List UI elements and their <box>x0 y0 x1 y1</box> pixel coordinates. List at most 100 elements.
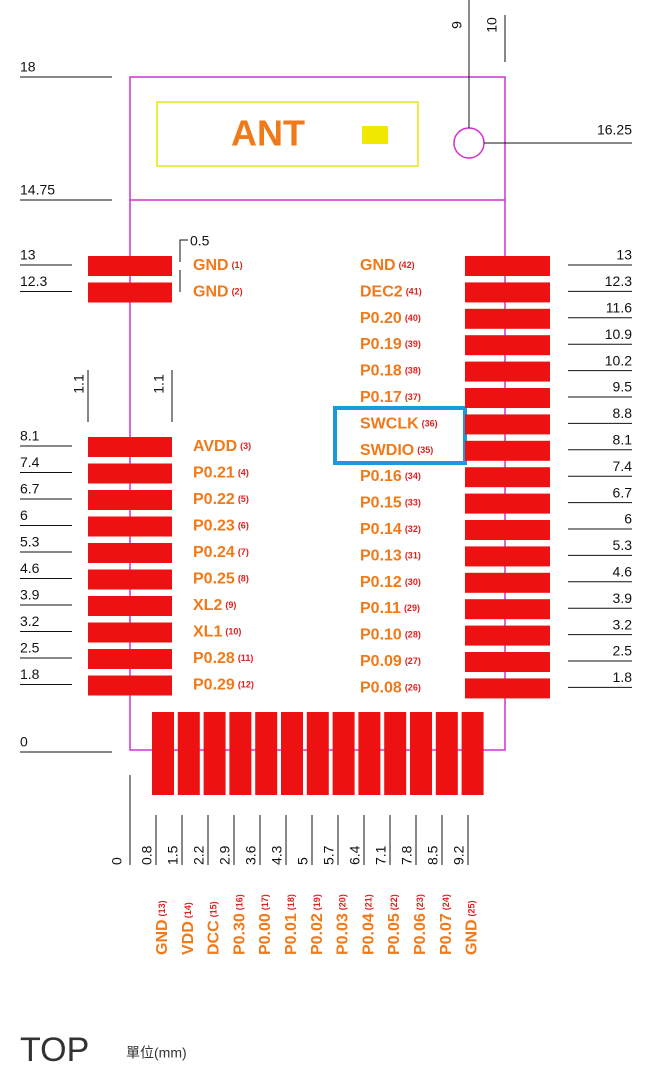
pin-name: P0.20 <box>360 310 402 327</box>
pin-number: (24) <box>441 894 451 910</box>
pin-name: VDD <box>180 921 197 955</box>
pin-number: (12) <box>238 680 254 690</box>
pin-number: (17) <box>261 894 271 910</box>
pin-number: (33) <box>405 498 421 508</box>
pad <box>465 440 550 461</box>
pin-number: (5) <box>238 494 249 504</box>
pad <box>465 572 550 593</box>
dim-label: 12.3 <box>605 273 632 289</box>
dim-label: 2.5 <box>613 643 633 659</box>
pin-name: GND <box>360 257 396 274</box>
pad <box>435 712 458 795</box>
pin-label: GND (2) <box>193 284 243 301</box>
pad <box>465 308 550 329</box>
pin-number: (6) <box>238 521 249 531</box>
pad <box>88 256 172 276</box>
pin-number: (18) <box>286 894 296 910</box>
pin-label: GND (13) <box>154 900 171 955</box>
dim-label: 8.1 <box>20 428 40 444</box>
pin-number: (26) <box>405 683 421 693</box>
module-outline <box>129 76 506 751</box>
dim-label: 8.1 <box>613 432 633 448</box>
pin-number: (25) <box>467 900 477 916</box>
pad <box>88 437 172 457</box>
pad <box>465 361 550 382</box>
pad <box>384 712 407 795</box>
pin-number: (10) <box>225 627 241 637</box>
pin-number: (38) <box>405 366 421 376</box>
pin-label: P0.03 (20) <box>335 894 352 955</box>
pin-label: P0.21 (4) <box>193 465 249 482</box>
pin-name: XL2 <box>193 597 222 614</box>
pin-label: P0.09 (27) <box>360 653 421 670</box>
pin-name: P0.07 <box>438 913 455 955</box>
pad <box>88 596 172 616</box>
pad <box>152 712 174 795</box>
antenna-area <box>156 101 419 167</box>
pin-name: P0.30 <box>232 913 249 955</box>
pad-dim: 1.1 <box>71 374 87 394</box>
pad <box>88 516 172 537</box>
pin-label: P0.15 (33) <box>360 495 421 512</box>
gap-dim: 0.5 <box>190 233 210 249</box>
pad <box>465 599 550 620</box>
pin-label: P0.06 (23) <box>412 894 429 955</box>
pin-label: GND (42) <box>360 257 415 274</box>
pad <box>465 414 550 435</box>
pin-label: P0.12 (30) <box>360 574 421 591</box>
dim-label: 3.9 <box>613 590 633 606</box>
pad <box>306 712 329 795</box>
pin-name: SWCLK <box>360 416 419 433</box>
pin-label: P0.29 (12) <box>193 677 254 694</box>
dim-label: 4.3 <box>269 845 285 865</box>
pin-label: P0.23 (6) <box>193 518 249 535</box>
pin-label: DCC (15) <box>206 901 223 955</box>
pin-name: P0.25 <box>193 571 235 588</box>
pin-label: GND (1) <box>193 257 243 274</box>
pad <box>88 649 172 669</box>
dim-label: 1.5 <box>165 845 181 865</box>
pin-label: P0.19 (39) <box>360 336 421 353</box>
pin-label: P0.25 (8) <box>193 571 249 588</box>
view-label: TOP <box>20 1031 89 1069</box>
pin-name: XL1 <box>193 624 222 641</box>
pin-name: GND <box>154 919 171 955</box>
pad-dim: 1.1 <box>151 374 167 394</box>
pin-number: (35) <box>417 445 433 455</box>
pin-label: P0.02 (19) <box>309 894 326 955</box>
pin-name: GND <box>193 257 229 274</box>
pad <box>465 546 550 567</box>
pin-number: (16) <box>235 894 245 910</box>
dim-label: 3.9 <box>20 587 40 603</box>
pin-label: P0.20 (40) <box>360 310 421 327</box>
pin-label: XL2 (9) <box>193 597 236 614</box>
pin-name: P0.03 <box>335 913 352 955</box>
pad <box>281 712 303 795</box>
pin-label: SWDIO (35) <box>360 442 433 459</box>
pad <box>465 467 550 488</box>
dim-label: 5.3 <box>20 534 40 550</box>
pin-name: P0.24 <box>193 544 235 561</box>
dim-label: 0 <box>20 734 28 750</box>
dim-label: 2.2 <box>191 845 207 865</box>
pad <box>465 652 550 672</box>
pin-name: P0.21 <box>193 465 235 482</box>
dim-label: 11.6 <box>606 300 632 316</box>
pin-number: (13) <box>157 900 167 916</box>
pad <box>358 712 381 795</box>
pad <box>465 282 550 303</box>
swd-highlight <box>333 406 467 465</box>
dim-label: 13 <box>616 247 632 263</box>
pin-label: GND (25) <box>464 900 481 955</box>
pin-number: (28) <box>405 630 421 640</box>
pin-name: DEC2 <box>360 284 403 301</box>
pin-label: P0.22 (5) <box>193 491 249 508</box>
pin-label: P0.14 (32) <box>360 521 421 538</box>
pin-name: P0.06 <box>412 913 429 955</box>
pin-label: P0.10 (28) <box>360 627 421 644</box>
pin-name: P0.29 <box>193 677 235 694</box>
pin-name: P0.12 <box>360 574 402 591</box>
dim-label: 0.8 <box>139 845 155 865</box>
dim-label: 3.6 <box>243 845 259 865</box>
dim-label: 3.2 <box>20 613 40 629</box>
